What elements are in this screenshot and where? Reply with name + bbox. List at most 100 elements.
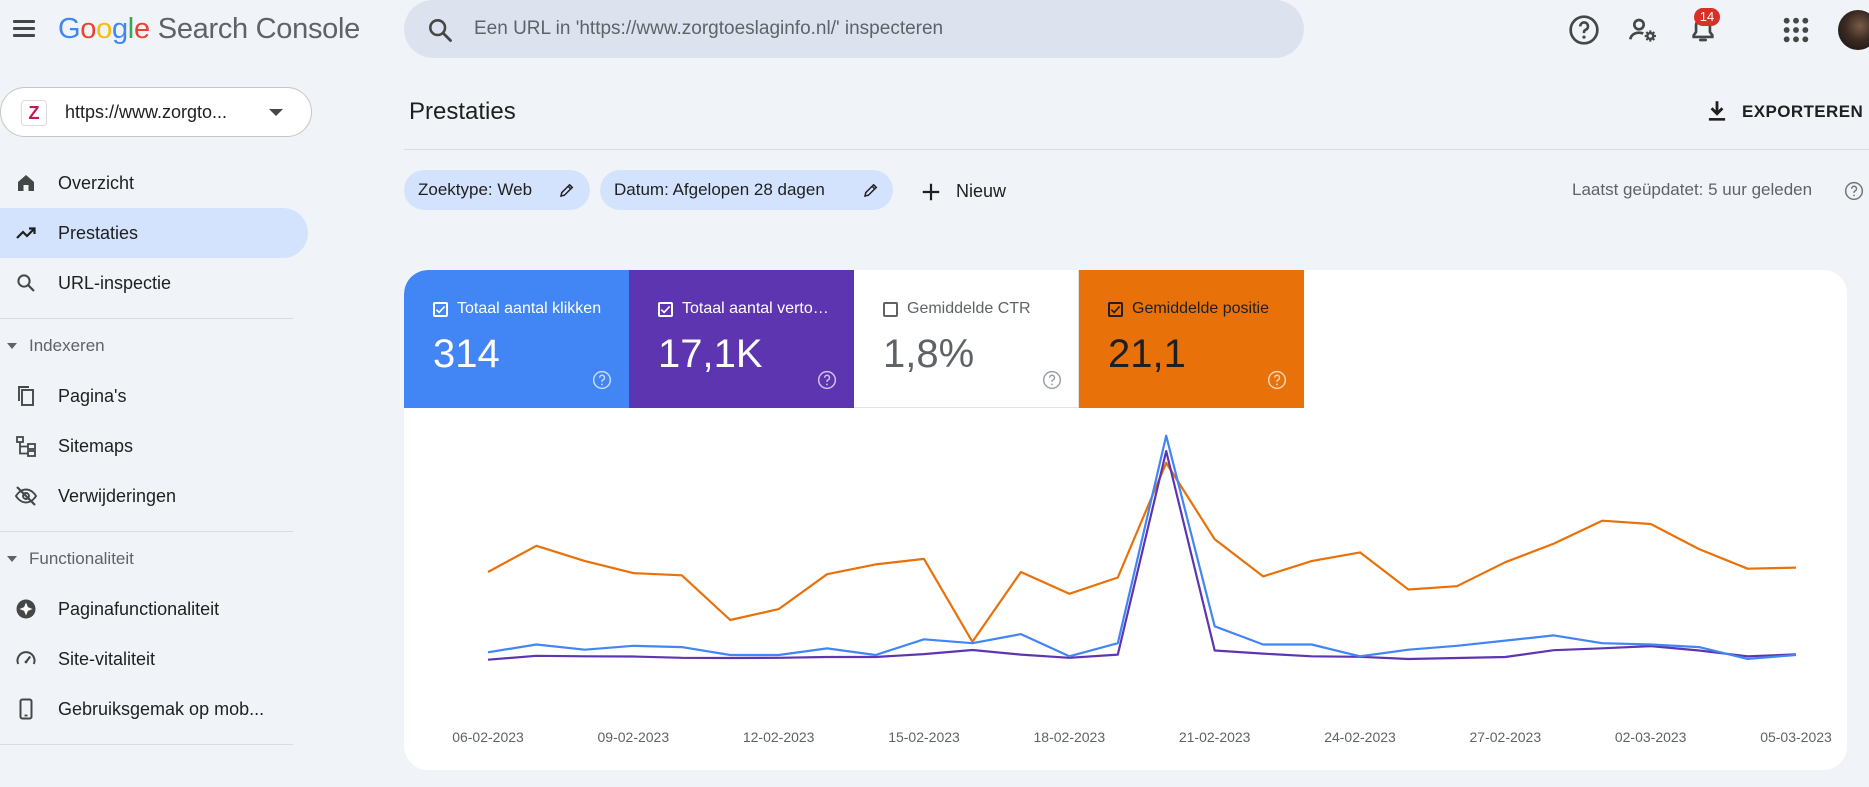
page-title: Prestaties bbox=[409, 98, 516, 125]
logo-letter: o bbox=[96, 13, 112, 45]
product-name: Search Console bbox=[157, 13, 360, 45]
sidebar-item-overzicht[interactable]: Overzicht bbox=[0, 158, 308, 208]
page-experience-icon bbox=[16, 599, 36, 619]
sidebar-item-label: Pagina's bbox=[58, 386, 127, 406]
help-icon[interactable] bbox=[1267, 370, 1287, 390]
logo-letter: e bbox=[133, 13, 150, 45]
url-inspect-input[interactable] bbox=[474, 14, 1274, 44]
notification-count-badge: 14 bbox=[1694, 8, 1720, 26]
new-filter-button[interactable]: Nieuw bbox=[916, 172, 1016, 208]
property-url-label: https://www.zorgto... bbox=[65, 102, 228, 122]
nav-divider bbox=[0, 744, 293, 745]
section-collapse-icon bbox=[7, 343, 17, 349]
main-content: Prestaties EXPORTEREN Zoektype: Web Datu… bbox=[404, 60, 1869, 787]
series-line-position bbox=[487, 461, 1797, 643]
checkbox-checked[interactable] bbox=[1108, 302, 1123, 317]
speed-gauge-icon bbox=[16, 651, 36, 665]
sidebar-item-prestaties[interactable]: Prestaties bbox=[0, 208, 308, 258]
chevron-down-icon bbox=[269, 109, 283, 116]
pages-icon bbox=[18, 386, 34, 406]
sidebar-item-gebruiksgemak-op-mob[interactable]: Gebruiksgemak op mob... bbox=[0, 684, 308, 734]
plus-icon bbox=[922, 183, 940, 201]
logo-letter: g bbox=[111, 13, 128, 45]
last-updated-text: Laatst geüpdatet: 5 uur geleden bbox=[1572, 180, 1813, 199]
help-icon[interactable] bbox=[592, 370, 612, 390]
filter-chip-search-type[interactable]: Zoektype: Web bbox=[404, 170, 590, 210]
metric-value: 314 bbox=[433, 332, 500, 376]
account-avatar[interactable] bbox=[1838, 10, 1869, 50]
metric-label: Totaal aantal vertoningen bbox=[682, 300, 832, 317]
nav-section-functionaliteit[interactable]: Functionaliteit bbox=[0, 532, 310, 584]
nav-section-indexeren[interactable]: Indexeren bbox=[0, 319, 310, 371]
manage-users-icon[interactable] bbox=[1627, 14, 1659, 46]
sidebar-item-sitemaps[interactable]: Sitemaps bbox=[0, 421, 308, 471]
product-logo[interactable]: Google Search Console bbox=[58, 13, 360, 46]
sidebar-item-paginafunctionaliteit[interactable]: Paginafunctionaliteit bbox=[0, 584, 308, 634]
visibility-off-icon bbox=[14, 486, 38, 506]
main-menu-icon[interactable] bbox=[10, 17, 38, 41]
help-icon[interactable] bbox=[817, 370, 837, 390]
logo-letter: o bbox=[80, 13, 97, 45]
export-label: EXPORTEREN bbox=[1742, 102, 1864, 121]
metric-card-average-position[interactable]: Gemiddelde positie 21,1 bbox=[1079, 270, 1304, 408]
checkbox-unchecked[interactable] bbox=[883, 302, 898, 317]
property-selector[interactable]: Z https://www.zorgto... bbox=[0, 87, 312, 137]
metric-value: 17,1K bbox=[658, 332, 763, 376]
metric-label: Gemiddelde positie bbox=[1132, 300, 1269, 317]
x-tick-label: 15-02-2023 bbox=[888, 729, 960, 745]
sidebar-item-label: Paginafunctionaliteit bbox=[58, 599, 220, 619]
header-divider bbox=[404, 149, 1869, 150]
metric-label: Totaal aantal klikken bbox=[457, 300, 602, 317]
sidebar-item-label: Sitemaps bbox=[58, 436, 134, 456]
filter-chip-date[interactable]: Datum: Afgelopen 28 dagen bbox=[600, 170, 893, 210]
logo-letter: G bbox=[58, 13, 81, 45]
sidebar-item-label: Prestaties bbox=[58, 223, 139, 243]
search-icon[interactable] bbox=[426, 16, 454, 44]
help-icon[interactable] bbox=[1568, 14, 1600, 46]
sidebar-item-site-vitaliteit[interactable]: Site-vitaliteit bbox=[0, 634, 308, 684]
checkbox-checked[interactable] bbox=[658, 302, 673, 317]
sidebar-item-pagina-s[interactable]: Pagina's bbox=[0, 371, 308, 421]
nav-divider bbox=[0, 318, 293, 319]
metric-value: 1,8% bbox=[883, 332, 975, 376]
x-tick-label: 18-02-2023 bbox=[1034, 729, 1106, 745]
edit-pencil-icon[interactable] bbox=[862, 181, 880, 199]
sidebar-item-verwijderingen[interactable]: Verwijderingen bbox=[0, 471, 308, 521]
help-icon[interactable] bbox=[1042, 370, 1062, 390]
series-line-clicks bbox=[487, 434, 1797, 660]
mobile-phone-icon bbox=[19, 698, 33, 720]
sidebar-item-label: Overzicht bbox=[58, 173, 135, 193]
x-tick-label: 09-02-2023 bbox=[598, 729, 670, 745]
metric-value: 21,1 bbox=[1108, 332, 1186, 376]
sidebar-item-url-inspectie[interactable]: URL-inspectie bbox=[0, 258, 308, 308]
performance-chart-card: Totaal aantal klikken 314 Totaal aantal … bbox=[404, 270, 1847, 770]
url-inspect-search-bar[interactable] bbox=[404, 0, 1304, 58]
x-tick-label: 24-02-2023 bbox=[1324, 729, 1396, 745]
apps-grid-icon[interactable] bbox=[1780, 14, 1812, 46]
sidebar-item-label: Site-vitaliteit bbox=[58, 649, 156, 669]
edit-pencil-icon[interactable] bbox=[558, 181, 576, 199]
sidebar-nav: Overzicht Prestaties URL-inspectie Indexer… bbox=[0, 158, 310, 745]
metric-card-average-ctr[interactable]: Gemiddelde CTR 1,8% bbox=[854, 270, 1079, 408]
download-icon bbox=[1708, 101, 1726, 121]
help-icon[interactable] bbox=[1844, 181, 1864, 201]
x-tick-label: 12-02-2023 bbox=[743, 729, 815, 745]
sidebar-item-label: Verwijderingen bbox=[58, 486, 177, 506]
x-tick-label: 02-03-2023 bbox=[1615, 729, 1687, 745]
x-tick-label: 21-02-2023 bbox=[1179, 729, 1251, 745]
metric-card-total-impressions[interactable]: Totaal aantal vertoningen 17,1K bbox=[629, 270, 854, 408]
series-line-impressions bbox=[487, 449, 1797, 661]
home-icon bbox=[18, 175, 34, 191]
new-filter-label: Nieuw bbox=[956, 181, 1007, 201]
nav-divider bbox=[0, 531, 293, 532]
sidebar-item-label: Gebruiksgemak op mob... bbox=[58, 699, 265, 719]
logo-letter: l bbox=[127, 13, 134, 45]
trending-up-icon bbox=[16, 227, 36, 239]
sidebar-item-label: URL-inspectie bbox=[58, 273, 172, 293]
checkbox-checked[interactable] bbox=[433, 302, 448, 317]
filter-chip-label: Zoektype: Web bbox=[418, 180, 533, 199]
x-tick-label: 06-02-2023 bbox=[452, 729, 524, 745]
metric-card-total-clicks[interactable]: Totaal aantal klikken 314 bbox=[404, 270, 629, 408]
section-label: Indexeren bbox=[29, 336, 105, 355]
